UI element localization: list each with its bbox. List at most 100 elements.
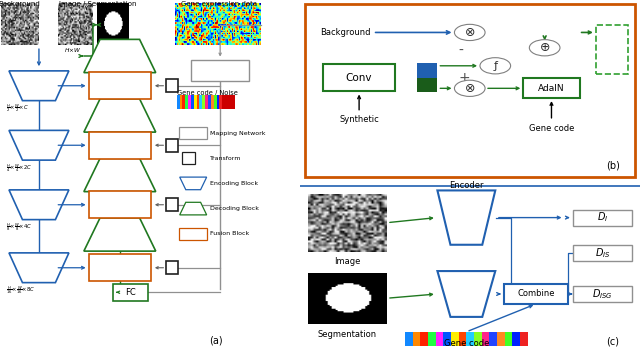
Text: Segmentation: Segmentation <box>317 330 377 339</box>
FancyBboxPatch shape <box>323 64 395 91</box>
FancyBboxPatch shape <box>166 198 178 211</box>
Text: $\frac{H}{4}\!\times\!\frac{W}{4}\!\times\! 2C$: $\frac{H}{4}\!\times\!\frac{W}{4}\!\time… <box>6 162 32 174</box>
Text: Transform: Transform <box>210 156 241 161</box>
Bar <box>444 332 451 346</box>
Polygon shape <box>180 202 207 215</box>
FancyBboxPatch shape <box>88 72 151 99</box>
FancyBboxPatch shape <box>113 284 147 301</box>
Text: $\frac{H}{8}\!\times\!\frac{W}{8}\!\times\! 4C$: $\frac{H}{8}\!\times\!\frac{W}{8}\!\time… <box>6 222 32 233</box>
FancyBboxPatch shape <box>504 284 568 304</box>
FancyBboxPatch shape <box>179 127 207 139</box>
Text: To
Decoding: To Decoding <box>602 32 621 68</box>
Text: ⊗: ⊗ <box>465 82 475 95</box>
Text: Gene code / Noise: Gene code / Noise <box>177 90 237 96</box>
Polygon shape <box>437 271 495 317</box>
Bar <box>188 95 191 108</box>
FancyBboxPatch shape <box>573 245 632 261</box>
Text: $\frac{H}{2}\!\times\!\frac{W}{2}\!\times\! C$: $\frac{H}{2}\!\times\!\frac{W}{2}\!\time… <box>6 102 29 114</box>
Text: Fusion Block: Fusion Block <box>210 231 249 236</box>
FancyBboxPatch shape <box>166 261 178 274</box>
Text: Decoding Block: Decoding Block <box>210 206 259 211</box>
Text: -: - <box>458 43 463 57</box>
Text: $D_{ISG}$: $D_{ISG}$ <box>592 287 613 301</box>
Text: ƒ: ƒ <box>493 61 497 71</box>
Text: Background: Background <box>320 28 371 37</box>
Bar <box>177 95 180 108</box>
Bar <box>451 332 459 346</box>
Bar <box>459 332 467 346</box>
Text: Encoder: Encoder <box>449 181 484 190</box>
Text: Encoding Block: Encoding Block <box>210 181 258 186</box>
Bar <box>474 332 482 346</box>
Bar <box>208 95 211 108</box>
Circle shape <box>454 25 485 41</box>
Bar <box>185 95 188 108</box>
FancyBboxPatch shape <box>191 60 250 80</box>
Bar <box>200 95 202 108</box>
Polygon shape <box>9 131 69 160</box>
FancyBboxPatch shape <box>524 78 580 98</box>
FancyBboxPatch shape <box>596 25 628 74</box>
Polygon shape <box>437 190 495 245</box>
Text: $\frac{H}{16}\!\times\!\frac{W}{16}\!\times\! 8C$: $\frac{H}{16}\!\times\!\frac{W}{16}\!\ti… <box>6 284 35 296</box>
Text: Combine: Combine <box>517 289 555 299</box>
Text: Mapping Network: Mapping Network <box>210 131 265 135</box>
Text: $H\!\times\! W$: $H\!\times\! W$ <box>65 46 82 54</box>
FancyBboxPatch shape <box>179 228 207 240</box>
Text: +: + <box>458 71 470 85</box>
Polygon shape <box>84 218 156 251</box>
Text: ⊕: ⊕ <box>540 41 550 54</box>
Bar <box>436 332 444 346</box>
Bar <box>428 332 436 346</box>
Text: Synthetic: Synthetic <box>339 116 379 124</box>
Bar <box>497 332 505 346</box>
FancyBboxPatch shape <box>305 4 635 177</box>
Text: Gene code: Gene code <box>444 339 489 348</box>
Bar <box>191 95 194 108</box>
Text: (b): (b) <box>606 160 620 170</box>
Text: Gene code: Gene code <box>529 124 574 133</box>
Bar <box>205 95 208 108</box>
Polygon shape <box>84 40 156 73</box>
Polygon shape <box>84 99 156 132</box>
Text: $D_{IS}$: $D_{IS}$ <box>595 246 611 260</box>
Polygon shape <box>9 253 69 283</box>
Text: AdaIN: AdaIN <box>538 84 564 93</box>
Bar <box>216 95 220 108</box>
FancyBboxPatch shape <box>88 132 151 159</box>
Text: FC: FC <box>125 288 136 297</box>
Bar <box>520 332 527 346</box>
Polygon shape <box>9 71 69 101</box>
Bar <box>214 95 216 108</box>
Bar <box>417 63 437 92</box>
Circle shape <box>454 80 485 97</box>
Text: (a): (a) <box>209 336 223 346</box>
Text: Background: Background <box>0 1 40 7</box>
Bar <box>513 332 520 346</box>
Text: (c): (c) <box>606 337 620 346</box>
FancyBboxPatch shape <box>88 254 151 281</box>
FancyBboxPatch shape <box>166 139 178 152</box>
Circle shape <box>529 40 560 56</box>
Text: Image: Image <box>334 257 360 266</box>
FancyBboxPatch shape <box>573 210 632 226</box>
Bar <box>505 332 513 346</box>
Text: Image / Segmentation: Image / Segmentation <box>59 1 136 7</box>
FancyBboxPatch shape <box>88 191 151 218</box>
Polygon shape <box>9 190 69 220</box>
Bar <box>211 95 214 108</box>
Bar <box>196 95 200 108</box>
Bar <box>405 332 413 346</box>
Text: Gene expression data: Gene expression data <box>180 1 257 7</box>
Text: $D_{I}$: $D_{I}$ <box>597 211 608 224</box>
Text: Conv: Conv <box>346 72 372 83</box>
FancyBboxPatch shape <box>166 79 178 92</box>
Bar <box>194 95 196 108</box>
Bar <box>222 95 235 108</box>
Bar <box>413 332 420 346</box>
Bar <box>482 332 490 346</box>
Bar <box>220 95 222 108</box>
Bar <box>490 332 497 346</box>
Circle shape <box>480 58 511 74</box>
Bar <box>180 95 182 108</box>
